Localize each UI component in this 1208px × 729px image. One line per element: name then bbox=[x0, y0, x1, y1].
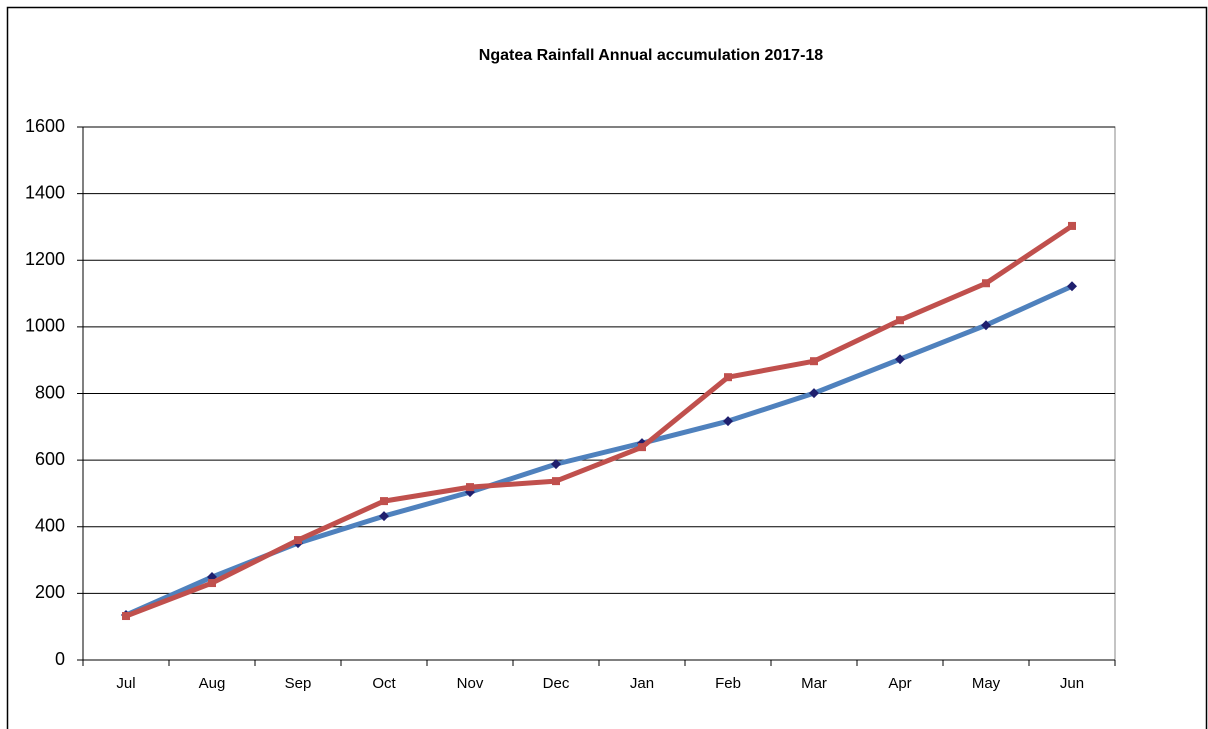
x-tick-label: Feb bbox=[715, 675, 741, 692]
data-point bbox=[1068, 221, 1076, 230]
data-point bbox=[552, 477, 560, 486]
data-point bbox=[982, 279, 990, 288]
y-tick-label: 600 bbox=[35, 449, 65, 469]
x-tick-label: Aug bbox=[199, 675, 226, 692]
data-point bbox=[466, 483, 474, 492]
data-point bbox=[896, 316, 904, 325]
y-tick-label: 400 bbox=[35, 516, 65, 536]
x-tick-label: Mar bbox=[801, 675, 827, 692]
y-tick-label: 1000 bbox=[25, 316, 65, 336]
y-tick-label: 1200 bbox=[25, 249, 65, 269]
data-point bbox=[895, 354, 905, 365]
y-tick-label: 200 bbox=[35, 582, 65, 602]
y-tick-label: 1600 bbox=[25, 116, 65, 136]
data-point bbox=[1067, 281, 1077, 292]
x-tick-label: Oct bbox=[372, 675, 396, 692]
x-tick-label: Apr bbox=[888, 675, 911, 692]
x-tick-label: Jun bbox=[1060, 675, 1084, 692]
data-point bbox=[724, 373, 732, 382]
series-line bbox=[124, 283, 1074, 618]
data-point bbox=[809, 388, 819, 399]
data-point bbox=[723, 416, 733, 427]
data-point bbox=[294, 536, 302, 545]
series-line bbox=[125, 223, 1074, 619]
x-tick-label: Jan bbox=[630, 675, 654, 692]
data-point bbox=[638, 443, 646, 452]
x-tick-label: Jul bbox=[116, 675, 135, 692]
y-tick-label: 800 bbox=[35, 382, 65, 402]
data-point bbox=[379, 511, 389, 522]
data-point bbox=[208, 579, 216, 588]
y-tick-label: 1400 bbox=[25, 182, 65, 202]
x-tick-label: Dec bbox=[543, 675, 570, 692]
data-point bbox=[380, 497, 388, 506]
chart-title: Ngatea Rainfall Annual accumulation 2017… bbox=[479, 47, 824, 64]
data-point bbox=[810, 357, 818, 366]
x-tick-label: Nov bbox=[457, 675, 484, 692]
y-tick-label: 0 bbox=[55, 649, 65, 669]
x-tick-label: May bbox=[972, 675, 1001, 692]
data-point bbox=[122, 612, 130, 621]
chart-frame bbox=[6, 6, 1208, 729]
data-point bbox=[551, 459, 561, 470]
x-tick-label: Sep bbox=[285, 675, 312, 692]
data-point bbox=[981, 320, 991, 331]
